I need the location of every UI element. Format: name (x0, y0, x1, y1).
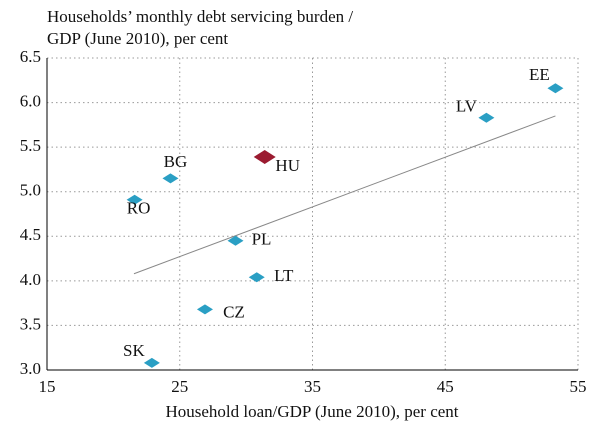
y-tick-label: 5.0 (20, 181, 41, 200)
point-label: RO (127, 199, 151, 218)
point (248, 272, 265, 283)
point (227, 235, 244, 246)
trend-line (133, 115, 556, 275)
chart-title: Households’ monthly debt servicing burde… (47, 7, 353, 26)
point-label: LT (274, 266, 294, 285)
y-tick-label: 3.5 (20, 314, 41, 333)
x-tick-label: 45 (437, 377, 454, 396)
point-label: BG (164, 152, 188, 171)
point-label: CZ (223, 302, 245, 321)
x-tick-label: 15 (39, 377, 56, 396)
point-label: SK (123, 341, 145, 360)
y-tick-label: 3.0 (20, 359, 41, 378)
x-axis-label: Household loan/GDP (June 2010), per cent (165, 402, 458, 421)
y-tick-label: 4.5 (20, 225, 41, 244)
x-tick-label: 35 (304, 377, 321, 396)
y-tick-label: 5.5 (20, 136, 41, 155)
point (547, 83, 564, 94)
point (196, 304, 213, 315)
point (478, 112, 495, 123)
point (253, 149, 276, 164)
x-tick-label: 25 (171, 377, 188, 396)
point-label: LV (456, 97, 478, 116)
y-tick-label: 4.0 (20, 270, 41, 289)
point (143, 357, 160, 368)
point-label: EE (529, 65, 550, 84)
point (162, 173, 179, 184)
y-tick-label: 6.5 (20, 47, 41, 66)
y-tick-label: 6.0 (20, 91, 41, 110)
point (126, 194, 143, 205)
chart-title: GDP (June 2010), per cent (47, 29, 228, 48)
point-label: PL (252, 230, 272, 249)
x-tick-label: 55 (570, 377, 587, 396)
point-label: HU (275, 156, 300, 175)
